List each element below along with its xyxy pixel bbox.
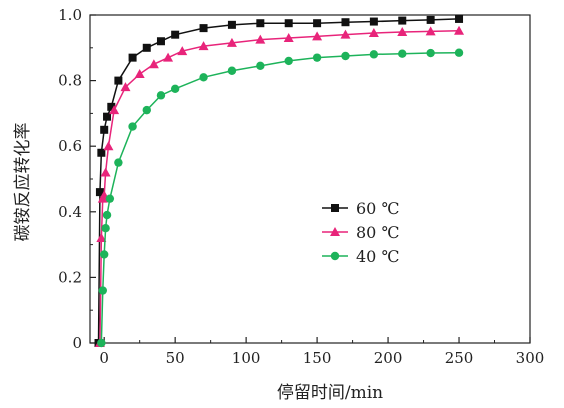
series-layer [94,14,465,348]
data-point-circle [312,53,322,62]
data-point-circle [426,48,435,58]
data-point-triangle [330,227,340,236]
x-tick-label: 0 [99,349,109,367]
data-point-triangle [100,167,111,177]
data-point-triangle [397,27,408,37]
data-point-circle [369,50,379,59]
data-point-square [103,112,112,121]
legend-label: 40 ℃ [356,247,399,266]
data-point-square [142,43,151,52]
y-axis-title: 碳铵反应转化率 [13,123,33,242]
data-point-square [156,37,165,46]
legend-label: 80 ℃ [356,223,399,242]
data-point-circle [102,210,112,220]
data-point-circle [97,338,106,348]
legend-item: 40 ℃ [322,247,399,266]
series-2 [97,48,464,348]
data-point-circle [142,105,151,115]
data-point-square [284,19,293,28]
data-point-triangle [120,82,131,92]
data-point-circle [98,286,107,295]
x-tick-label: 100 [232,349,261,367]
data-point-triangle [312,31,323,41]
data-point-circle [256,61,265,71]
y-tick-label: 0.2 [58,268,82,286]
x-tick-label: 150 [303,349,332,367]
x-tick-label: 300 [516,349,545,367]
y-tick-label: 0.8 [58,72,82,90]
data-point-square [97,148,106,157]
series-1 [94,25,465,347]
data-point-triangle [255,34,266,44]
x-tick-label: 250 [445,349,474,367]
data-point-triangle [283,32,294,42]
data-point-square [199,24,208,33]
x-tick-label: 50 [166,349,185,367]
y-tick-label: 0 [72,334,82,352]
data-point-square [227,20,236,29]
data-point-triangle [368,28,379,38]
legend-item: 80 ℃ [322,223,399,242]
data-point-circle [105,194,115,203]
legend-item: 60 ℃ [322,199,399,218]
data-point-square [331,204,339,212]
data-point-square [107,102,116,111]
data-point-circle [114,158,123,167]
data-point-square [398,16,407,25]
data-point-triangle [177,46,188,56]
legend-label: 60 ℃ [356,199,399,218]
y-tick-label: 0.6 [58,137,82,155]
x-tick-label: 200 [374,349,403,367]
data-point-circle [227,66,237,75]
data-point-triangle [134,69,145,79]
data-point-triangle [163,52,174,62]
data-point-square [114,76,123,85]
data-point-square [100,125,109,134]
data-point-circle [170,84,180,94]
data-point-triangle [109,105,120,115]
series-0 [94,14,464,347]
data-point-square [455,14,464,23]
series-line [100,51,460,344]
data-point-circle [101,224,110,233]
data-point-square [95,188,104,197]
data-point-triangle [340,29,351,39]
y-tick-label: 0.4 [58,203,82,221]
data-point-circle [330,251,340,261]
data-point-square [341,18,350,27]
data-point-circle [128,122,137,131]
data-point-triangle [103,141,114,151]
data-point-circle [156,91,166,100]
data-point-square [256,19,265,28]
data-point-circle [199,73,208,82]
data-point-circle [398,49,407,58]
y-tick-label: 1.0 [58,6,82,24]
data-point-triangle [454,25,465,35]
data-point-circle [454,48,464,57]
data-point-square [128,53,137,62]
x-axis-title: 停留时间/min [277,383,383,403]
data-point-triangle [425,26,436,36]
data-point-triangle [96,233,107,243]
data-point-triangle [226,37,237,47]
data-point-square [313,19,322,28]
series-line [99,29,460,344]
legend: 60 ℃ 80 ℃ 40 ℃ [322,199,399,266]
data-point-square [426,15,435,24]
data-point-square [171,30,180,39]
axes: 0 50 100 150 200 250 300 0 0.2 0.4 0.6 0.8 1.0 [58,6,544,367]
data-point-triangle [198,41,209,51]
data-point-circle [284,56,293,66]
data-point-circle [341,51,350,61]
data-point-circle [99,250,109,259]
data-point-square [369,17,378,26]
data-point-triangle [148,59,159,69]
